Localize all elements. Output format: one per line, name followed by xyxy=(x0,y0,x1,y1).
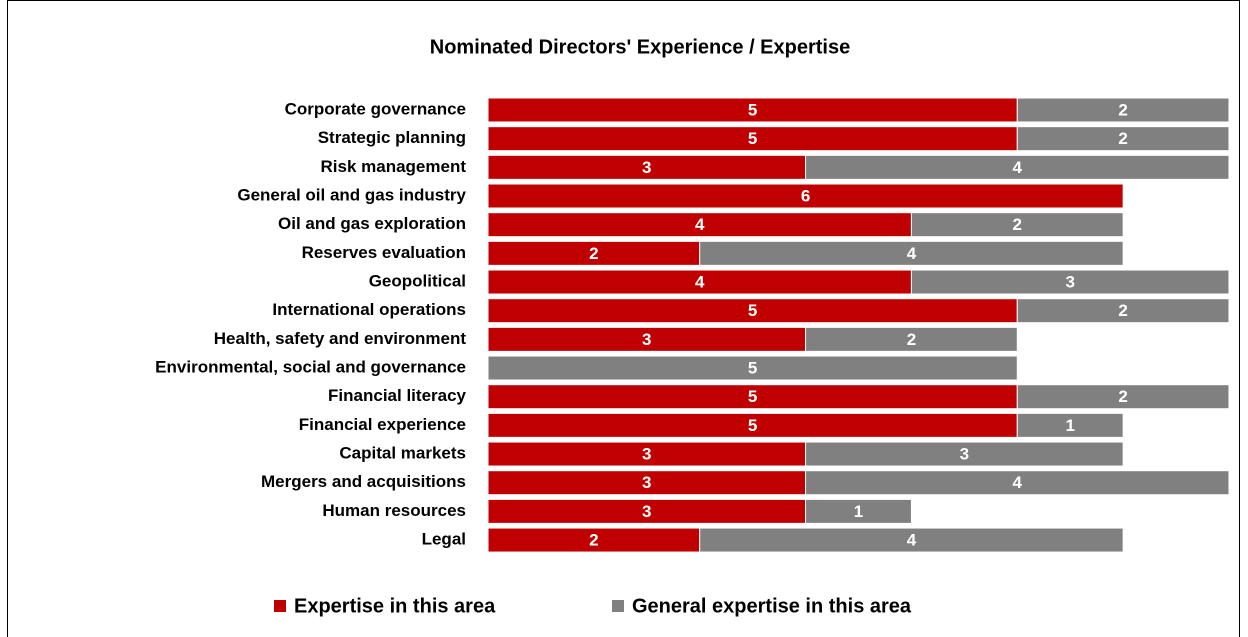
data-label: 5 xyxy=(748,387,757,406)
data-label: 6 xyxy=(801,186,810,205)
bar-segment xyxy=(1016,298,1230,324)
data-label: 4 xyxy=(1013,158,1023,177)
data-label: 3 xyxy=(960,445,969,464)
y-tick-label: Legal xyxy=(422,530,466,549)
y-tick-label: Health, safety and environment xyxy=(214,329,467,348)
data-label: 1 xyxy=(854,502,863,521)
y-tick-label: Risk management xyxy=(321,157,467,176)
data-label: 4 xyxy=(907,531,917,550)
bar-segment xyxy=(805,441,1124,467)
data-label: 3 xyxy=(642,473,651,492)
data-label: 5 xyxy=(748,359,757,378)
bar-segment xyxy=(487,240,701,266)
bar-segment xyxy=(699,240,1124,266)
data-label: 2 xyxy=(907,330,916,349)
bar-segment xyxy=(487,384,1018,410)
bar-segment xyxy=(487,441,807,467)
data-label: 4 xyxy=(695,273,705,292)
data-label: 2 xyxy=(1013,215,1022,234)
bar-segment xyxy=(805,470,1230,496)
data-label: 3 xyxy=(1065,273,1074,292)
data-label: 2 xyxy=(589,531,598,550)
bar-segment xyxy=(487,412,1018,438)
legend-label: Expertise in this area xyxy=(294,595,496,617)
bar-segment xyxy=(805,326,1018,352)
legend-label: General expertise in this area xyxy=(632,595,912,617)
y-tick-label: Financial literacy xyxy=(328,386,466,405)
data-label: 5 xyxy=(748,100,757,119)
data-label: 4 xyxy=(907,244,917,263)
bar-segment xyxy=(1016,97,1230,123)
data-label: 5 xyxy=(748,416,757,435)
y-tick-label: Financial experience xyxy=(299,415,466,434)
y-tick-label: General oil and gas industry xyxy=(237,185,466,204)
bar-segment xyxy=(487,298,1018,324)
bar-segment xyxy=(805,154,1230,180)
bar-segment xyxy=(910,269,1230,295)
data-label: 2 xyxy=(1118,100,1127,119)
data-label: 4 xyxy=(695,215,705,234)
data-label: 2 xyxy=(589,244,598,263)
bar-segment xyxy=(910,212,1124,238)
bar-segment xyxy=(487,355,1018,381)
bar-segment xyxy=(487,527,701,553)
bar-segment xyxy=(487,126,1018,152)
y-tick-label: Oil and gas exploration xyxy=(278,214,466,233)
bar-segment xyxy=(487,183,1124,209)
data-label: 3 xyxy=(642,158,651,177)
bar-segment xyxy=(699,527,1124,553)
data-label: 5 xyxy=(748,301,757,320)
y-tick-label: Geopolitical xyxy=(369,272,466,291)
bar-segment xyxy=(487,498,807,524)
chart-title: Nominated Directors' Experience / Expert… xyxy=(430,36,850,58)
legend-swatch xyxy=(612,600,624,612)
data-label: 4 xyxy=(1013,473,1023,492)
legend-swatch xyxy=(274,600,286,612)
chart-border xyxy=(7,0,1240,637)
data-label: 1 xyxy=(1065,416,1074,435)
data-label: 3 xyxy=(642,445,651,464)
bar-segment xyxy=(805,498,912,524)
data-label: 3 xyxy=(642,502,651,521)
data-label: 3 xyxy=(642,330,651,349)
bar-segment xyxy=(1016,126,1230,152)
y-tick-label: Mergers and acquisitions xyxy=(261,472,466,491)
data-label: 2 xyxy=(1118,129,1127,148)
y-tick-label: International operations xyxy=(272,300,466,319)
data-label: 2 xyxy=(1118,387,1127,406)
data-label: 2 xyxy=(1118,301,1127,320)
y-tick-label: Corporate governance xyxy=(285,99,466,118)
y-tick-label: Reserves evaluation xyxy=(302,243,466,262)
bar-segment xyxy=(1016,384,1230,410)
y-tick-label: Environmental, social and governance xyxy=(155,358,466,377)
y-tick-label: Human resources xyxy=(322,501,466,520)
y-tick-label: Capital markets xyxy=(339,444,466,463)
data-label: 5 xyxy=(748,129,757,148)
bar-segment xyxy=(1016,412,1124,438)
y-tick-label: Strategic planning xyxy=(318,128,466,147)
bar-segment xyxy=(487,326,807,352)
